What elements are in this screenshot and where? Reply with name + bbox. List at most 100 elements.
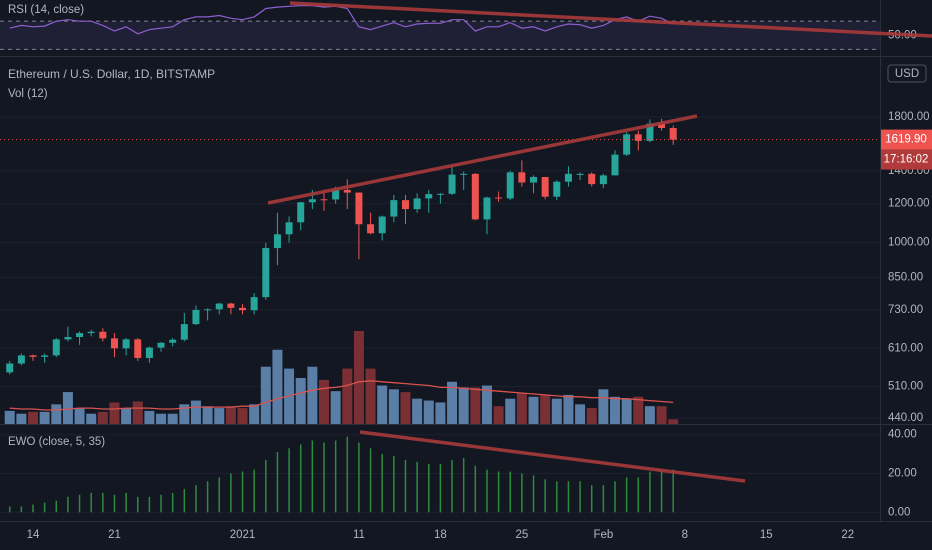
candle-body xyxy=(588,173,596,185)
candle-body xyxy=(367,224,375,234)
volume-bar xyxy=(225,406,236,425)
trend-line xyxy=(359,430,746,483)
candle-body xyxy=(41,355,49,357)
trend-line xyxy=(289,1,932,38)
x-tick-label: 25 xyxy=(515,529,528,541)
candle-body xyxy=(669,128,677,140)
candle-body xyxy=(192,309,200,325)
currency-label[interactable]: USD xyxy=(895,68,919,80)
y-tick-label: 1800.00 xyxy=(888,111,930,123)
volume-bar xyxy=(551,398,562,425)
candle-body xyxy=(460,173,468,175)
candle-body xyxy=(448,174,456,194)
candle-body xyxy=(378,216,386,234)
candle-body xyxy=(110,338,118,349)
rsi-title: RSI (14, close) xyxy=(8,4,84,16)
x-tick-label: 11 xyxy=(353,529,365,541)
volume-bar xyxy=(202,406,213,425)
candle-body xyxy=(425,194,433,199)
candle-body xyxy=(29,355,37,357)
candle-body xyxy=(413,198,421,210)
volume-bar xyxy=(540,394,551,425)
volume-bar xyxy=(528,396,539,425)
volume-bar xyxy=(132,401,143,425)
candle-body xyxy=(273,234,281,249)
y-tick-label: 850.00 xyxy=(888,271,923,283)
y-tick-label: 440.00 xyxy=(888,412,923,424)
volume-bar xyxy=(388,389,399,425)
volume-bar xyxy=(377,385,388,425)
candle-body xyxy=(343,189,351,193)
candle-body xyxy=(64,337,72,340)
y-tick-label: 1200.00 xyxy=(888,198,930,210)
volume-bar xyxy=(39,411,50,425)
candle-body xyxy=(483,197,491,220)
volume-bar xyxy=(575,404,586,425)
currency-badge[interactable] xyxy=(887,64,927,83)
candle-body xyxy=(436,193,444,195)
volume-bar xyxy=(563,394,574,425)
candle-body xyxy=(17,355,25,364)
candle-body xyxy=(145,347,153,358)
volume-bar xyxy=(633,396,644,425)
y-tick-label: 40.00 xyxy=(888,429,917,441)
volume-bar xyxy=(470,387,481,425)
candle-body xyxy=(157,342,165,348)
candle-body xyxy=(87,331,95,334)
candle-body xyxy=(634,134,642,141)
candle-body xyxy=(180,324,188,340)
countdown-label: 17:16:02 xyxy=(884,154,929,166)
volume-bar xyxy=(423,400,434,425)
volume-bar xyxy=(237,408,248,425)
candle-body xyxy=(297,202,305,223)
volume-bar xyxy=(330,391,341,425)
volume-bar xyxy=(214,408,225,425)
candle-body xyxy=(401,200,409,210)
candle-body xyxy=(76,333,84,338)
volume-bar xyxy=(74,408,85,425)
volume-bar xyxy=(353,331,364,425)
x-tick-label: Feb xyxy=(593,529,613,541)
last-price-box xyxy=(880,129,932,150)
y-tick-label: 20.00 xyxy=(888,468,917,480)
volume-bar xyxy=(516,393,527,425)
candle-body xyxy=(332,189,340,200)
candle-body xyxy=(52,339,60,356)
volume-ma-line xyxy=(9,380,674,411)
candle-body xyxy=(262,248,270,298)
volume-bar xyxy=(493,406,504,425)
trend-line xyxy=(267,114,698,205)
volume-title: Vol (12) xyxy=(8,88,48,100)
candle-body xyxy=(518,172,526,183)
volume-bar xyxy=(249,404,260,425)
main-title: Ethereum / U.S. Dollar, 1D, BITSTAMP xyxy=(8,67,215,81)
candle-body xyxy=(599,175,607,185)
candle-body xyxy=(215,303,223,310)
volume-bar xyxy=(342,368,353,425)
volume-bar xyxy=(156,413,167,425)
volume-bar xyxy=(260,366,271,425)
candle-body xyxy=(169,339,177,343)
volume-bar xyxy=(400,392,411,425)
volume-bar xyxy=(51,404,62,425)
candle-body xyxy=(99,331,107,339)
volume-bar xyxy=(144,410,155,425)
volume-bar xyxy=(307,366,318,425)
candle-body xyxy=(250,297,258,311)
candle-body xyxy=(390,200,398,217)
candle-body xyxy=(553,181,561,197)
volume-bar xyxy=(86,413,97,425)
y-tick-label: 0.00 xyxy=(888,506,910,518)
candle-body xyxy=(134,339,142,358)
volume-bar xyxy=(447,381,458,425)
countdown-box xyxy=(880,149,932,170)
x-tick-label: 15 xyxy=(760,529,773,541)
candle-body xyxy=(239,307,247,311)
layers: 440.00 510.00 610.00 730.00 850.00 1000.00 120… xyxy=(0,5,932,541)
volume-bar xyxy=(97,411,108,425)
candle-body xyxy=(623,134,631,155)
volume-bar xyxy=(598,389,609,425)
volume-bar xyxy=(586,408,597,425)
volume-bar xyxy=(656,406,667,425)
volume-bar xyxy=(481,385,492,425)
